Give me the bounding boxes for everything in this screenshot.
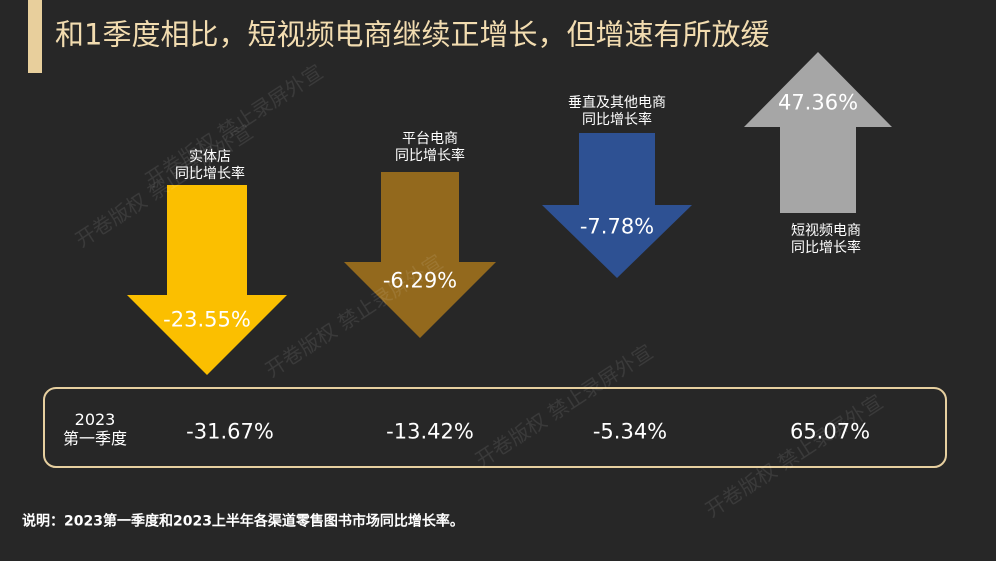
category-label: 平台电商 同比增长率	[395, 131, 465, 164]
comparison-label: 2023 第一季度	[62, 409, 128, 448]
comparison-box	[43, 387, 947, 468]
value-label: -6.29%	[382, 268, 458, 293]
title-bar	[28, 0, 42, 73]
comparison-value: -13.42%	[386, 419, 474, 444]
value-label: -7.78%	[579, 214, 655, 239]
title: 和1季度相比，短视频电商继续正增长，但增速有所放缓	[55, 17, 770, 52]
arrow	[542, 133, 692, 278]
comparison-value: -31.67%	[186, 419, 274, 444]
value-label: -23.55%	[163, 307, 251, 332]
category-label: 垂直及其他电商 同比增长率	[568, 95, 666, 128]
comparison-value: -5.34%	[592, 419, 668, 444]
category-label: 实体店 同比增长率	[175, 149, 245, 182]
arrow	[744, 52, 892, 213]
category-label: 短视频电商 同比增长率	[791, 223, 861, 256]
comparison-value: 65.07%	[789, 419, 871, 444]
note: 说明：2023第一季度和2023上半年各渠道零售图书市场同比增长率。	[22, 513, 464, 530]
arrow	[127, 185, 287, 375]
arrow	[344, 172, 496, 338]
value-label: 47.36%	[777, 90, 859, 115]
